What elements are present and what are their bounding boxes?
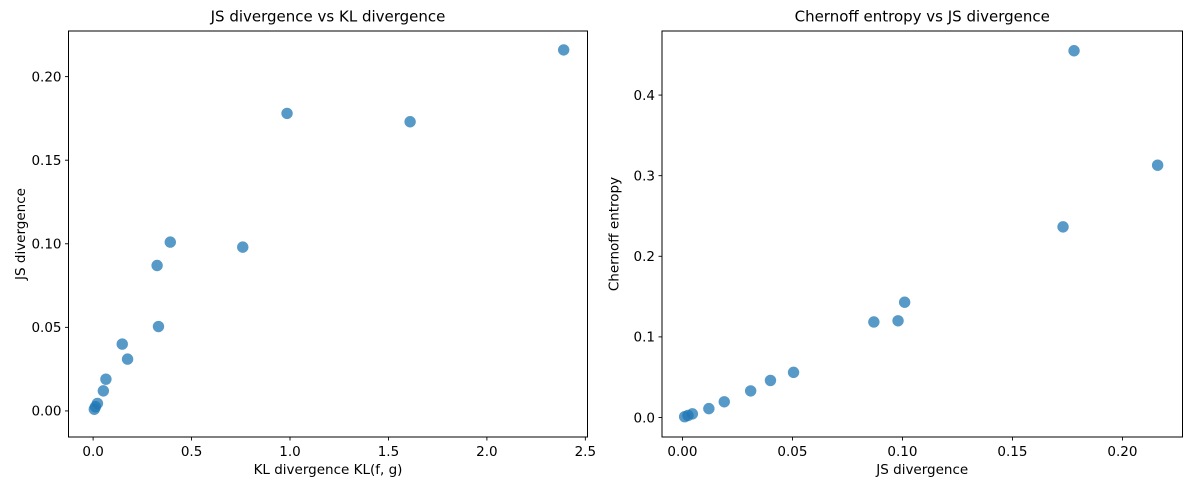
left-plot-title: JS divergence vs KL divergence [210, 8, 446, 26]
right-data-point [764, 374, 777, 387]
left-data-point [91, 397, 104, 410]
left-data-point [97, 385, 110, 397]
left-x-tick-label: 2.0 [476, 444, 497, 460]
right-y-tick-label: 0.1 [634, 330, 655, 346]
right-data-point [868, 316, 880, 328]
right-x-tick-label: 0.05 [777, 444, 807, 460]
left-plot: 0.0 0.5 1.0 1.5 2.0 2.5 0.00 0.05 0.10 0.15 0.20 JS… [13, 8, 596, 479]
right-y-tick-label: 0.3 [634, 168, 655, 184]
right-x-tick-label: 0.15 [997, 444, 1027, 460]
right-data-point [892, 315, 904, 327]
right-x-axis-label: JS divergence [875, 462, 968, 478]
right-y-axis-label: Chernoff entropy [607, 177, 623, 291]
right-plot-frame [661, 30, 1183, 438]
right-data-point [703, 402, 715, 415]
left-y-tick-label: 0.10 [31, 237, 61, 253]
left-x-tick-label: 1.5 [378, 444, 399, 460]
left-data-point [152, 320, 165, 333]
right-data-point [1068, 45, 1080, 57]
right-x-tick-label: 0.10 [887, 444, 917, 460]
right-data-point [787, 366, 800, 379]
right-data-point [1057, 221, 1069, 233]
left-y-tick-label: 0.15 [31, 153, 61, 169]
left-x-tick-label: 0.5 [181, 444, 202, 460]
left-y-tick-label: 0.20 [31, 69, 61, 85]
right-y-tick-label: 0.0 [634, 410, 655, 426]
right-x-tick-label: 0.00 [667, 444, 697, 460]
right-plot: 0.00 0.05 0.10 0.15 0.20 0.0 0.1 0.2 0.3 0.4 Chern… [607, 8, 1183, 478]
left-data-point [281, 107, 293, 120]
left-x-tick-label: 1.0 [279, 444, 300, 460]
left-y-axis-label: JS divergence [13, 188, 29, 281]
left-y-tick-label: 0.00 [31, 404, 61, 420]
left-y-tick-label: 0.05 [31, 320, 61, 336]
left-data-point [151, 259, 163, 272]
left-data-point [164, 236, 176, 248]
left-data-point [121, 353, 134, 365]
right-plot-title: Chernoff entropy vs JS divergence [795, 8, 1050, 26]
left-data-point [557, 44, 570, 56]
right-data-point [718, 396, 730, 408]
right-x-tick-label: 0.20 [1107, 444, 1137, 460]
right-data-point [744, 385, 757, 397]
left-plot-frame [68, 30, 588, 438]
right-y-tick-label: 0.2 [634, 249, 655, 265]
right-data-point [898, 296, 911, 308]
left-data-point [116, 338, 128, 350]
right-data-point [1151, 159, 1164, 171]
left-data-point [100, 373, 112, 385]
left-data-point [404, 116, 416, 128]
left-x-axis-label: KL divergence KL(f, g) [254, 462, 403, 478]
left-x-tick-label: 2.5 [575, 444, 596, 460]
right-y-tick-label: 0.4 [634, 88, 655, 104]
left-x-tick-label: 0.0 [82, 444, 103, 460]
right-data-point [686, 408, 699, 420]
left-data-point [237, 241, 249, 253]
